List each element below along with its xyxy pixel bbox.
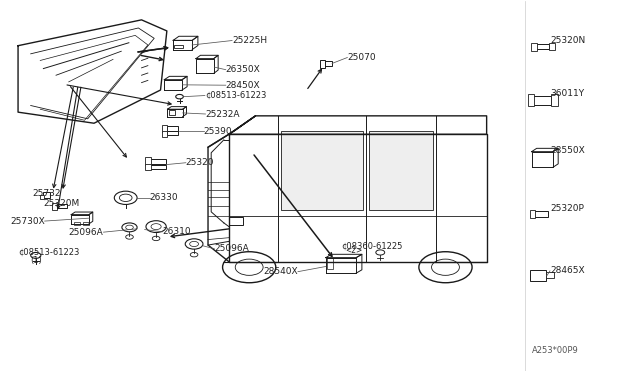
Text: 28465X: 28465X [550, 266, 584, 275]
Bar [546, 272, 554, 278]
Bar [40, 195, 44, 199]
Bar [169, 110, 175, 115]
Text: 25320N: 25320N [550, 36, 585, 45]
Bar [145, 157, 151, 165]
Bar [534, 211, 548, 217]
Bar [327, 259, 333, 269]
Text: ¢08360-61225: ¢08360-61225 [341, 241, 403, 250]
Bar [528, 94, 534, 106]
Text: 26310: 26310 [163, 227, 191, 236]
Text: 25320P: 25320P [550, 203, 584, 213]
Text: 28550X: 28550X [550, 147, 585, 155]
Bar [163, 125, 168, 132]
Bar [369, 131, 433, 210]
Text: 25232A: 25232A [205, 109, 240, 119]
Bar [74, 222, 80, 225]
Bar [281, 131, 363, 210]
Text: 25320: 25320 [186, 158, 214, 167]
Text: 36011Y: 36011Y [550, 89, 584, 98]
Text: ¢08513-61223: ¢08513-61223 [18, 248, 79, 257]
Bar [44, 192, 50, 198]
Bar [163, 131, 168, 137]
Bar [83, 222, 89, 225]
Text: 28540X: 28540X [263, 267, 298, 276]
Bar [167, 131, 179, 135]
Text: 26350X: 26350X [226, 65, 260, 74]
Text: 25225H: 25225H [232, 36, 268, 45]
Bar [229, 217, 243, 225]
Bar [150, 159, 166, 164]
Bar [536, 44, 548, 49]
Bar [56, 204, 67, 208]
Bar [175, 45, 183, 48]
Bar [530, 211, 536, 218]
Text: 25390: 25390 [204, 127, 232, 136]
Text: A253*00P9: A253*00P9 [532, 346, 579, 355]
Text: ¢08513-61223: ¢08513-61223 [205, 91, 266, 100]
Text: <2>: <2> [345, 246, 362, 255]
Text: 26330: 26330 [150, 193, 179, 202]
Text: (1): (1) [31, 256, 42, 265]
Bar [531, 44, 537, 51]
Bar [145, 164, 151, 170]
Bar [52, 203, 58, 210]
Bar [530, 270, 546, 281]
Text: 25096A: 25096A [68, 228, 104, 237]
Bar [323, 61, 332, 66]
Text: 28450X: 28450X [226, 81, 260, 90]
Text: 25320M: 25320M [44, 199, 79, 208]
Bar [320, 61, 325, 68]
Bar [551, 94, 557, 106]
Text: 25730X: 25730X [10, 217, 45, 225]
Bar [548, 44, 555, 50]
Text: 25096A: 25096A [214, 244, 249, 253]
Bar [532, 96, 551, 105]
Text: 25070: 25070 [348, 53, 376, 62]
Bar [150, 164, 166, 169]
Bar [167, 126, 179, 131]
Text: 25732: 25732 [32, 189, 61, 198]
